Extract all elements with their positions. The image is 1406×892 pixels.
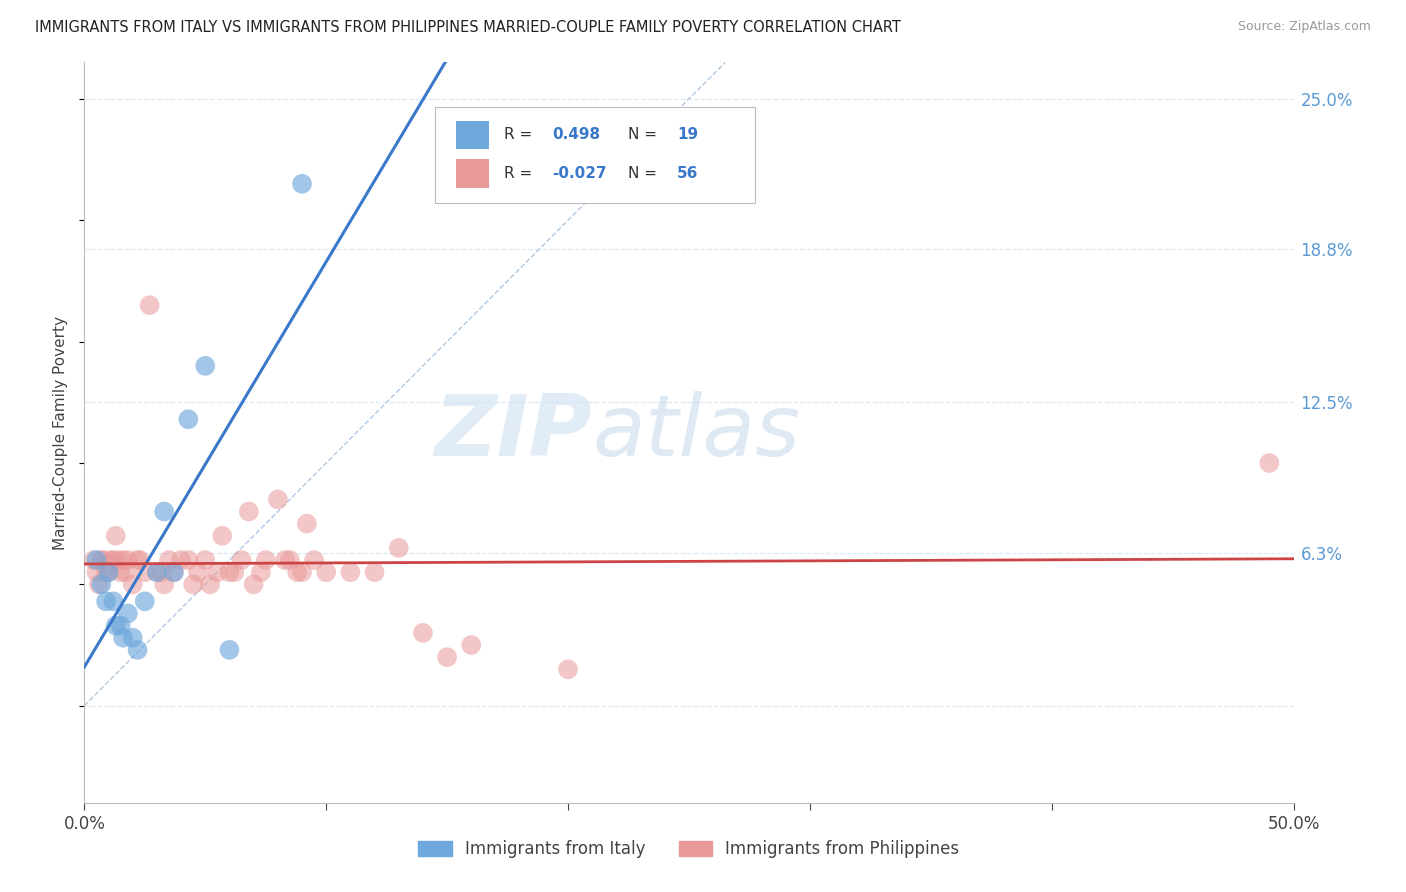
Point xyxy=(117,607,139,621)
Point xyxy=(121,631,143,645)
Point xyxy=(198,577,221,591)
Text: N =: N = xyxy=(628,166,658,181)
Point xyxy=(291,565,314,579)
Point xyxy=(127,643,149,657)
Point xyxy=(90,553,112,567)
Point xyxy=(112,631,135,645)
Point xyxy=(388,541,411,555)
Point xyxy=(170,553,193,567)
Point xyxy=(134,565,156,579)
Point xyxy=(121,577,143,591)
Point xyxy=(150,565,173,579)
Point xyxy=(86,553,108,567)
Point xyxy=(153,577,176,591)
Legend: Immigrants from Italy, Immigrants from Philippines: Immigrants from Italy, Immigrants from P… xyxy=(412,833,966,865)
Point xyxy=(285,565,308,579)
Y-axis label: Married-Couple Family Poverty: Married-Couple Family Poverty xyxy=(53,316,69,549)
Point xyxy=(100,553,122,567)
Point xyxy=(194,553,217,567)
Point xyxy=(107,553,129,567)
Point xyxy=(194,359,217,373)
Point xyxy=(436,650,458,665)
Point xyxy=(1258,456,1281,470)
Point xyxy=(104,529,127,543)
Point xyxy=(114,565,136,579)
Point xyxy=(177,412,200,426)
Point xyxy=(177,553,200,567)
Point xyxy=(224,565,246,579)
Point xyxy=(460,638,482,652)
FancyBboxPatch shape xyxy=(434,107,755,203)
Point xyxy=(127,553,149,567)
Text: 0.498: 0.498 xyxy=(553,128,600,143)
Point xyxy=(231,553,253,567)
Text: Source: ZipAtlas.com: Source: ZipAtlas.com xyxy=(1237,20,1371,33)
Point xyxy=(94,565,117,579)
Point xyxy=(295,516,318,531)
Text: 56: 56 xyxy=(676,166,699,181)
Point xyxy=(211,529,233,543)
Point xyxy=(138,298,160,312)
Point xyxy=(291,177,314,191)
Text: -0.027: -0.027 xyxy=(553,166,607,181)
Point xyxy=(87,577,110,591)
Point xyxy=(110,618,132,632)
Point xyxy=(97,565,120,579)
Point xyxy=(250,565,273,579)
Point xyxy=(163,565,186,579)
Point xyxy=(153,504,176,518)
Text: IMMIGRANTS FROM ITALY VS IMMIGRANTS FROM PHILIPPINES MARRIED-COUPLE FAMILY POVER: IMMIGRANTS FROM ITALY VS IMMIGRANTS FROM… xyxy=(35,20,901,35)
Point xyxy=(103,553,125,567)
FancyBboxPatch shape xyxy=(456,121,489,149)
Text: atlas: atlas xyxy=(592,391,800,475)
Point xyxy=(412,626,434,640)
Point xyxy=(302,553,325,567)
Point xyxy=(93,553,115,567)
Text: R =: R = xyxy=(503,166,533,181)
Point xyxy=(187,565,209,579)
Point xyxy=(83,553,105,567)
Point xyxy=(267,492,290,507)
Point xyxy=(90,577,112,591)
Point xyxy=(339,565,361,579)
Point xyxy=(86,565,108,579)
Point xyxy=(117,553,139,567)
Point xyxy=(218,643,240,657)
Point xyxy=(134,594,156,608)
Point xyxy=(207,565,229,579)
Point xyxy=(112,553,135,567)
Point xyxy=(157,553,180,567)
Point xyxy=(103,594,125,608)
Point xyxy=(274,553,297,567)
Point xyxy=(94,594,117,608)
Point xyxy=(238,504,260,518)
Text: ZIP: ZIP xyxy=(434,391,592,475)
Point xyxy=(315,565,337,579)
Text: 19: 19 xyxy=(676,128,697,143)
Point xyxy=(104,618,127,632)
Point xyxy=(97,565,120,579)
Point xyxy=(363,565,385,579)
Point xyxy=(163,565,186,579)
Point xyxy=(110,565,132,579)
Point xyxy=(146,565,169,579)
Point xyxy=(181,577,204,591)
Point xyxy=(242,577,264,591)
Point xyxy=(218,565,240,579)
Point xyxy=(557,662,579,676)
FancyBboxPatch shape xyxy=(456,160,489,187)
Point xyxy=(146,565,169,579)
Point xyxy=(254,553,277,567)
Text: R =: R = xyxy=(503,128,533,143)
Text: N =: N = xyxy=(628,128,658,143)
Point xyxy=(129,553,152,567)
Point xyxy=(278,553,301,567)
